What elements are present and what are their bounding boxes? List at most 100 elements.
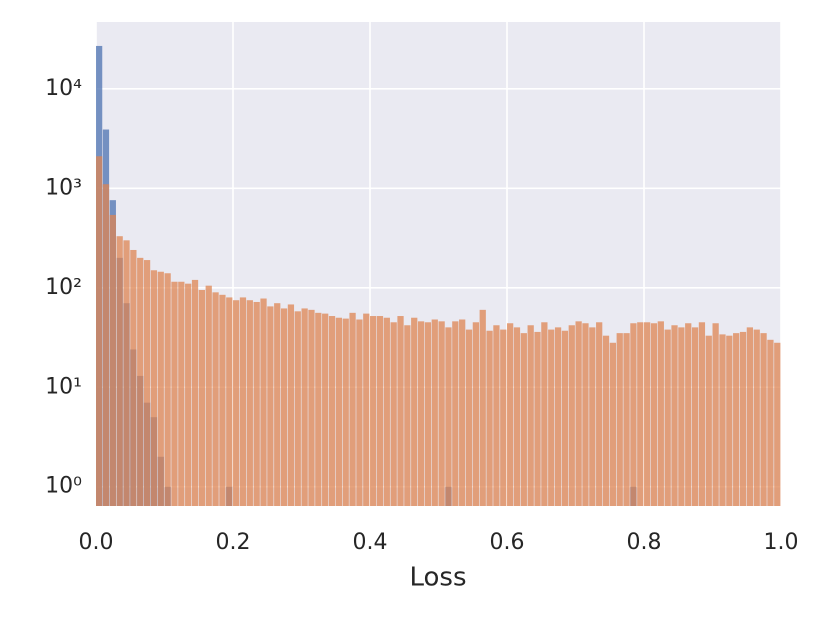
histogram-bar — [356, 319, 363, 506]
histogram-bar — [198, 290, 205, 506]
histogram-bar — [404, 325, 411, 506]
histogram-bar — [383, 317, 390, 506]
histogram-bar — [753, 329, 760, 506]
histogram-bar — [280, 308, 288, 506]
histogram-bar — [520, 333, 527, 506]
histogram-bar — [472, 322, 479, 506]
histogram-bar — [287, 304, 295, 506]
histogram-bar — [534, 331, 541, 506]
histogram-bar — [178, 281, 185, 506]
histogram-bar — [274, 303, 281, 506]
histogram-bar — [143, 260, 151, 506]
histogram-bar — [582, 323, 589, 506]
histogram-bar — [342, 318, 349, 506]
histogram-bar — [445, 327, 452, 506]
histogram-bar — [150, 270, 158, 506]
histogram-bar — [424, 322, 432, 506]
x-tick-label: 1.0 — [764, 530, 799, 555]
histogram-bar — [733, 333, 740, 506]
histogram-bar — [596, 322, 603, 506]
histogram-bar — [335, 317, 342, 506]
y-tick-label: 10⁰ — [45, 474, 82, 499]
histogram-bar — [246, 300, 253, 506]
histogram-bar — [486, 330, 493, 506]
histogram-bar — [370, 316, 377, 506]
histogram-bar — [623, 333, 630, 506]
histogram-bar — [500, 329, 507, 506]
x-tick-label: 0.4 — [353, 530, 388, 555]
histogram-bar — [301, 308, 308, 506]
histogram-bar — [602, 335, 610, 506]
y-tick-label: 10² — [45, 275, 82, 300]
x-tick-label: 0.2 — [216, 530, 251, 555]
histogram-bar — [328, 316, 336, 506]
histogram-bar — [644, 322, 651, 506]
histogram-bar — [376, 316, 384, 506]
histogram-bar — [411, 317, 418, 506]
histogram-bar — [719, 334, 726, 506]
histogram-bar — [157, 271, 164, 506]
histogram-bar — [349, 312, 356, 506]
histogram-bar — [589, 327, 596, 506]
histogram-bar — [774, 342, 781, 506]
histogram-bar — [123, 240, 130, 506]
histogram-bar — [253, 301, 260, 506]
histogram-bar — [746, 327, 753, 506]
histogram-bar — [609, 342, 616, 506]
histogram-bar — [554, 327, 562, 506]
histogram-bar — [712, 323, 719, 506]
histogram-bar — [390, 322, 397, 506]
histogram-bar — [233, 300, 240, 506]
histogram-bar — [691, 327, 699, 506]
histogram-bar — [678, 327, 685, 506]
histogram-bar — [294, 311, 301, 506]
histogram-bar — [130, 249, 137, 507]
histogram-bar — [431, 319, 438, 506]
histogram-bar — [685, 323, 692, 506]
histogram-bar — [479, 309, 486, 506]
histogram-bar — [116, 236, 123, 506]
histogram-bar — [438, 321, 445, 506]
histogram-bar — [575, 321, 582, 506]
histogram-bar — [137, 257, 144, 506]
histogram-bar — [760, 333, 767, 506]
histogram-bar — [164, 273, 171, 506]
histogram-bar — [698, 322, 706, 506]
histogram-bar — [726, 335, 733, 506]
histogram-bar — [616, 333, 623, 506]
histogram-bar — [102, 184, 110, 506]
histogram-bar — [452, 321, 459, 506]
histogram-bar — [767, 339, 774, 506]
histogram-bar — [226, 297, 233, 506]
histogram-bar — [630, 323, 637, 506]
histogram-bar — [96, 156, 103, 506]
histogram-bar — [219, 294, 226, 506]
histogram-bar — [548, 329, 555, 506]
histogram-bar — [513, 327, 521, 506]
y-tick-label: 10³ — [45, 175, 82, 200]
histogram-bar — [493, 325, 500, 506]
histogram-bar — [568, 325, 575, 506]
y-tick-label: 10¹ — [45, 374, 82, 399]
y-tick-label: 10⁴ — [45, 76, 82, 101]
histogram-bar — [459, 319, 466, 506]
histogram-bar — [308, 309, 315, 506]
histogram-bar — [705, 335, 712, 506]
histogram-bar — [109, 214, 116, 506]
histogram-bar — [671, 325, 678, 506]
histogram-bar — [527, 325, 534, 506]
histogram-bar — [239, 297, 247, 506]
histogram-bar — [739, 331, 747, 506]
histogram-bar — [171, 281, 178, 506]
histogram-bar — [561, 330, 569, 506]
histogram-bar — [322, 313, 329, 506]
histogram-bar — [664, 329, 671, 506]
x-tick-label: 0.8 — [627, 530, 662, 555]
histogram-bar — [363, 313, 370, 506]
histogram-bar — [212, 292, 219, 506]
histogram-bar — [465, 329, 473, 506]
histogram-bar — [637, 322, 644, 506]
histogram-bar — [267, 306, 274, 506]
x-axis-label: Loss — [409, 563, 466, 593]
